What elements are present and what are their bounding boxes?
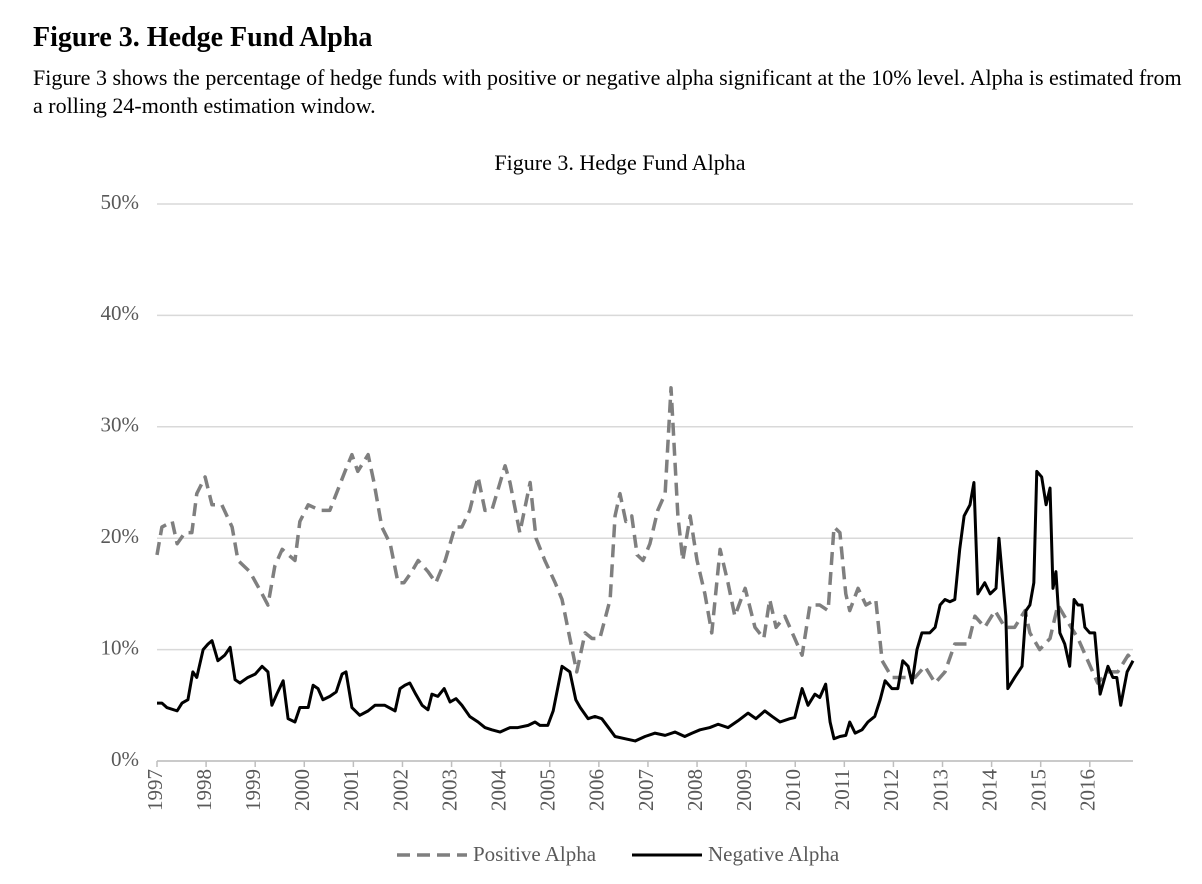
y-tick-label: 50% [101,190,140,214]
document-description: Figure 3 shows the percentage of hedge f… [33,65,1182,118]
x-tick-label: 2009 [732,769,756,811]
x-tick-label: 1999 [241,769,265,811]
x-tick-label: 2015 [1027,769,1051,811]
x-tick-label: 2000 [290,769,314,811]
x-tick-label: 2002 [388,769,412,811]
y-tick-label: 0% [111,747,139,771]
series-line [155,386,1135,685]
x-tick-label: 1997 [143,769,167,811]
x-tick-label: 2005 [536,769,560,811]
chart-title: Figure 3. Hedge Fund Alpha [494,150,745,175]
legend-label: Positive Alpha [473,842,597,866]
y-tick-label: 30% [101,413,140,437]
legend-label: Negative Alpha [708,842,840,866]
x-tick-label: 2004 [486,769,510,812]
x-tick-label: 2011 [830,769,854,810]
series-line [157,469,1135,743]
x-tick-label: 2007 [634,769,658,811]
y-tick-label: 10% [101,635,140,659]
x-tick-label: 2013 [928,769,952,811]
x-tick-label: 2001 [339,769,363,811]
y-tick-label: 20% [101,524,140,548]
x-tick-label: 2003 [437,769,461,811]
x-tick-label: 2006 [585,769,609,811]
y-tick-label: 40% [101,301,140,325]
x-tick-label: 2014 [977,769,1001,812]
x-tick-label: 2012 [879,769,903,811]
x-tick-label: 1998 [192,769,216,811]
x-tick-label: 2008 [683,769,707,811]
x-tick-label: 2010 [781,769,805,811]
x-tick-label: 2016 [1076,769,1100,811]
document-title: Figure 3. Hedge Fund Alpha [33,22,373,53]
